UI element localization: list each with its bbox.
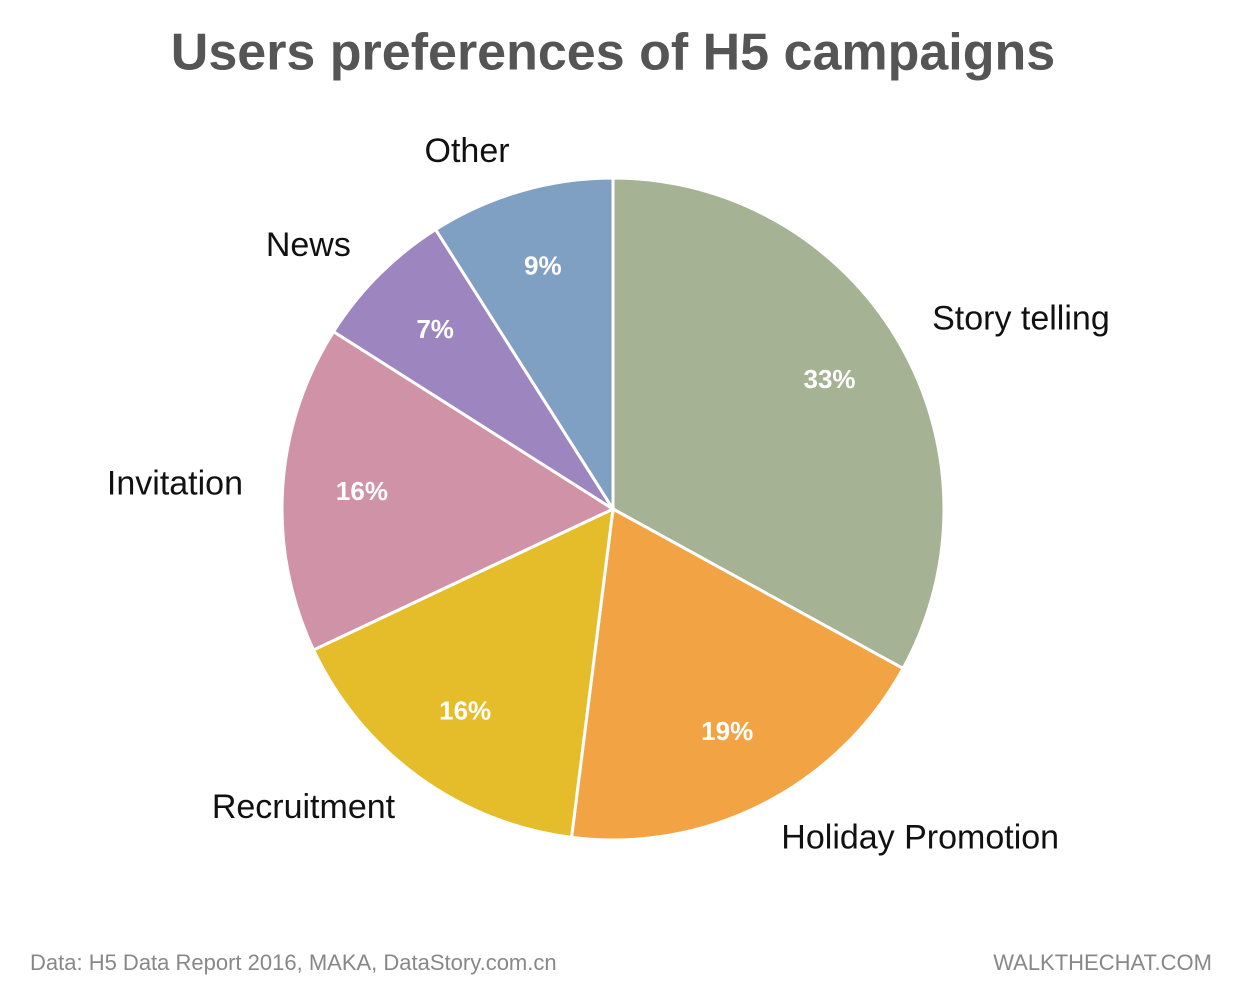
pie-slice (433, 176, 615, 515)
value-label: 16% (439, 695, 491, 725)
chart-title: Users preferences of H5 campaigns (171, 24, 1055, 82)
pie-slice (311, 506, 615, 840)
value-label: 7% (416, 314, 454, 344)
pie-slice (331, 227, 615, 511)
category-label: Invitation (107, 465, 243, 503)
credit: WALKTHECHAT.COM (993, 950, 1212, 975)
value-label: 33% (804, 364, 856, 394)
category-label: Story telling (932, 299, 1110, 337)
pie-slice (611, 176, 946, 671)
category-label: Holiday Promotion (781, 818, 1059, 856)
source-note: Data: H5 Data Report 2016, MAKA, DataSto… (30, 950, 557, 975)
value-label: 19% (701, 716, 753, 746)
value-label: 9% (524, 250, 562, 280)
category-label: Other (425, 132, 510, 170)
category-label: Recruitment (212, 788, 396, 826)
value-label: 16% (336, 476, 388, 506)
pie-slice (280, 329, 617, 652)
category-label: News (266, 226, 351, 264)
pie-slice (569, 506, 906, 842)
